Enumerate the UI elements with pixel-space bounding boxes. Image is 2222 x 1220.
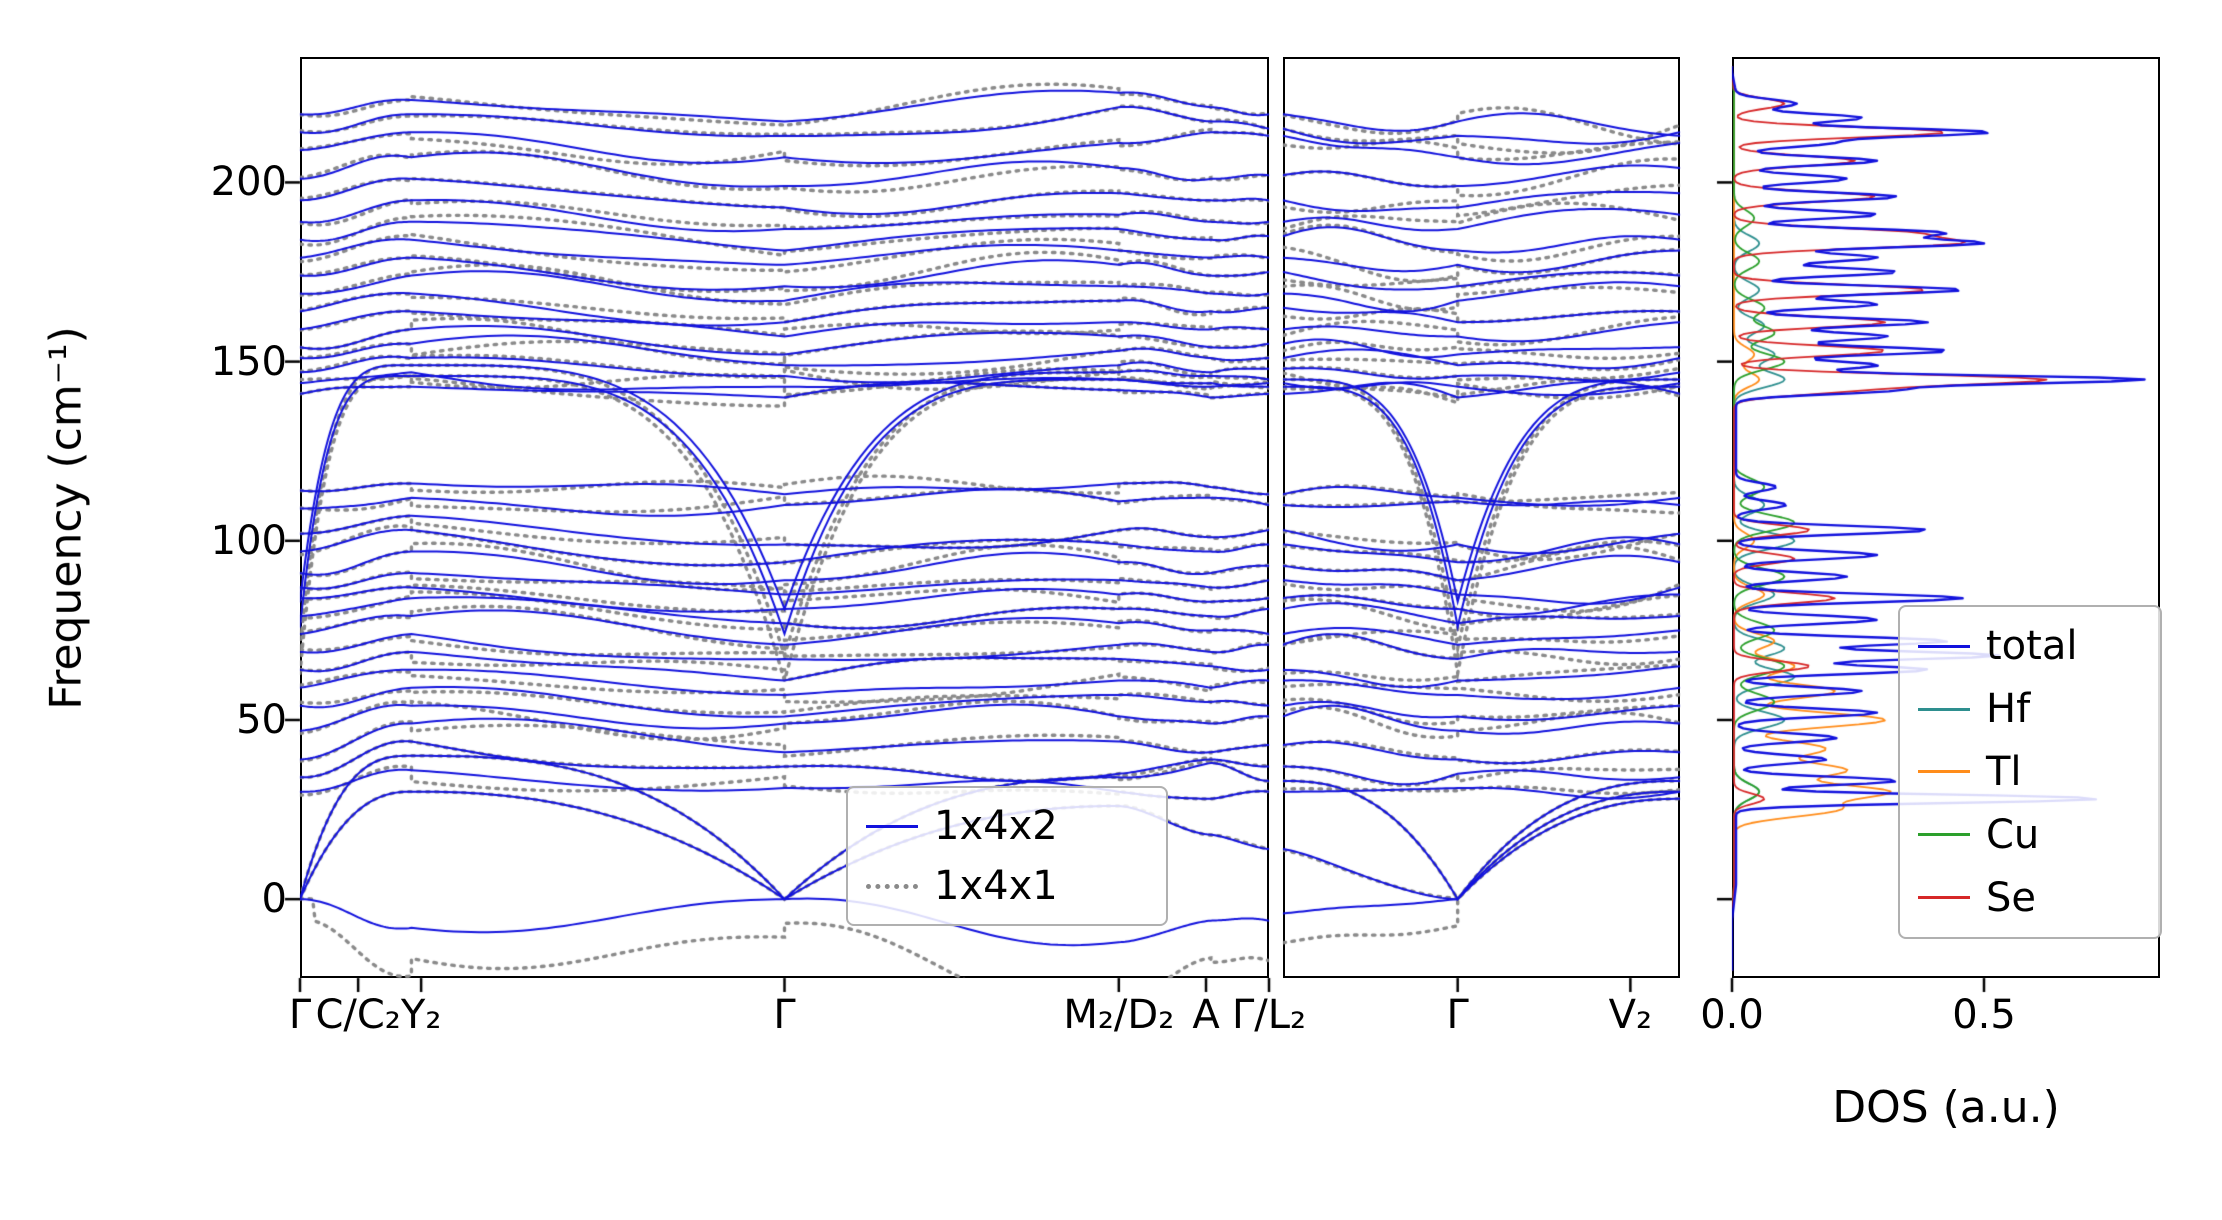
- x-tick-label: M₂/D₂: [1063, 992, 1175, 1038]
- legend-item-1x4x2: 1x4x2: [866, 803, 1148, 849]
- legend-label-1x4x2: 1x4x2: [934, 803, 1058, 849]
- x-tick-label: V₂: [1608, 992, 1653, 1038]
- se-line-swatch-icon: [1918, 896, 1970, 900]
- legend-label-hf: Hf: [1986, 686, 2031, 733]
- legend-item-1x4x1: 1x4x1: [866, 863, 1148, 909]
- x-tick-label: Γ: [1446, 992, 1469, 1038]
- x-tick-label: Y₂: [400, 992, 442, 1038]
- legend-label-se: Se: [1986, 874, 2036, 921]
- y-axis-label: Frequency (cm⁻¹): [40, 326, 92, 710]
- legend-item-total: total: [1918, 623, 2142, 669]
- dos-x-tick-label: 0.0: [1700, 992, 1764, 1038]
- dos-x-tick-label: 0.5: [1952, 992, 2016, 1038]
- legend-item-tl: Tl: [1918, 749, 2142, 795]
- y-tick-label: 50: [236, 696, 287, 743]
- y-tick-label: 150: [210, 338, 287, 385]
- legend-label-tl: Tl: [1986, 748, 2022, 795]
- x-tick-label: Γ/L₂: [1231, 992, 1307, 1038]
- legend-label-cu: Cu: [1986, 811, 2040, 858]
- band-legend: 1x4x2 1x4x1: [846, 786, 1168, 926]
- legend-label-total: total: [1986, 623, 2078, 670]
- x-tick-label: Γ: [288, 992, 312, 1038]
- x-tick-label: C/C₂: [315, 992, 401, 1038]
- legend-item-cu: Cu: [1918, 812, 2142, 858]
- legend-item-se: Se: [1918, 875, 2142, 921]
- legend-label-1x4x1: 1x4x1: [934, 863, 1058, 909]
- y-tick-label: 200: [210, 159, 287, 206]
- y-tick-label: 100: [210, 517, 287, 564]
- legend-item-hf: Hf: [1918, 686, 2142, 732]
- x-tick-label: Γ: [773, 992, 796, 1038]
- cu-line-swatch-icon: [1918, 833, 1970, 837]
- solid-line-swatch-icon: [866, 824, 918, 828]
- tl-line-swatch-icon: [1918, 770, 1970, 774]
- hf-line-swatch-icon: [1918, 707, 1970, 711]
- dos-legend: total Hf Tl Cu Se: [1898, 605, 2162, 939]
- y-tick-label: 0: [261, 876, 287, 923]
- total-line-swatch-icon: [1918, 644, 1970, 648]
- dotted-line-swatch-icon: [866, 883, 918, 889]
- x-tick-label: A: [1192, 992, 1220, 1038]
- dos-x-axis-label: DOS (a.u.): [1832, 1082, 2060, 1133]
